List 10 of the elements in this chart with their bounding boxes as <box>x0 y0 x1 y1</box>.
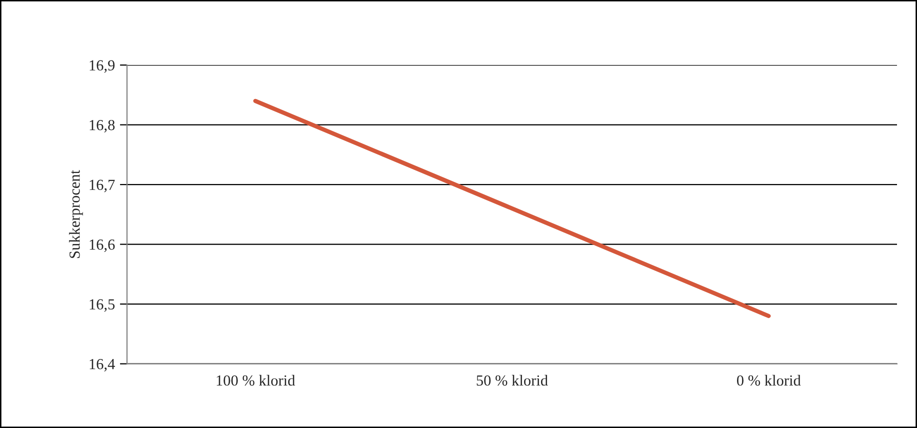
y-tick-label: 16,5 <box>90 299 115 312</box>
y-axis-title: Sukkerprocent <box>69 170 83 258</box>
y-tick-label: 16,9 <box>90 60 115 73</box>
x-tick-label: 100 % klorid <box>216 374 296 386</box>
x-tick-label: 0 % klorid <box>737 374 801 386</box>
x-tick-label: 50 % klorid <box>476 374 548 386</box>
y-tick-label: 16,8 <box>90 120 115 132</box>
y-tick-label: 16,7 <box>90 180 115 192</box>
y-tick-label: 16,6 <box>90 239 115 252</box>
y-tick-label: 16,4 <box>90 358 115 372</box>
